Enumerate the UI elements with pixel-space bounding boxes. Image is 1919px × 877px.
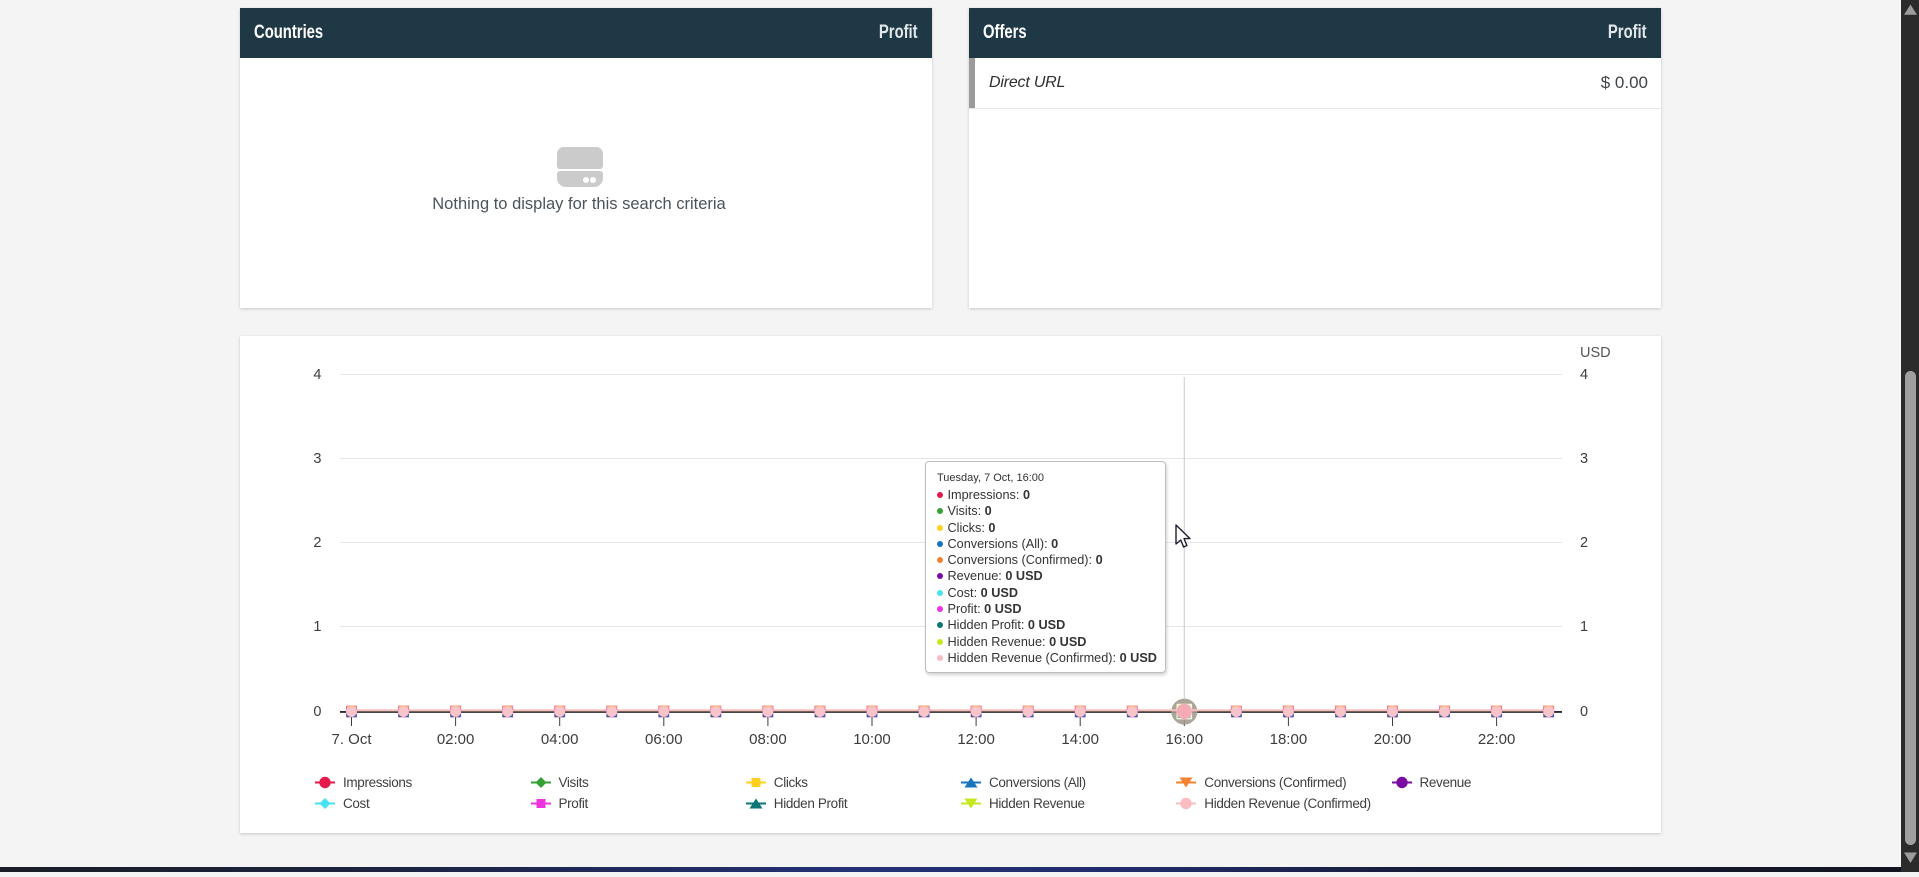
svg-text:4: 4 — [313, 367, 321, 383]
svg-text:04:00: 04:00 — [541, 731, 579, 748]
svg-text:3: 3 — [313, 451, 321, 467]
svg-text:20:00: 20:00 — [1374, 731, 1412, 748]
svg-text:1: 1 — [1580, 619, 1588, 635]
svg-text:0: 0 — [313, 704, 321, 720]
svg-text:02:00: 02:00 — [437, 731, 475, 748]
svg-text:14:00: 14:00 — [1061, 731, 1099, 748]
svg-text:22:00: 22:00 — [1478, 731, 1516, 748]
svg-text:08:00: 08:00 — [749, 731, 787, 748]
svg-text:06:00: 06:00 — [645, 731, 683, 748]
svg-text:2: 2 — [313, 535, 321, 551]
svg-text:2: 2 — [1580, 535, 1588, 551]
svg-text:3: 3 — [1580, 451, 1588, 467]
svg-text:16:00: 16:00 — [1166, 731, 1204, 748]
svg-text:7. Oct: 7. Oct — [331, 731, 372, 748]
svg-text:USD: USD — [1580, 345, 1611, 361]
svg-text:4: 4 — [1580, 367, 1588, 383]
svg-text:1: 1 — [313, 619, 321, 635]
svg-text:0: 0 — [1580, 704, 1588, 720]
svg-text:12:00: 12:00 — [957, 731, 995, 748]
svg-text:10:00: 10:00 — [853, 731, 891, 748]
svg-text:18:00: 18:00 — [1270, 731, 1308, 748]
